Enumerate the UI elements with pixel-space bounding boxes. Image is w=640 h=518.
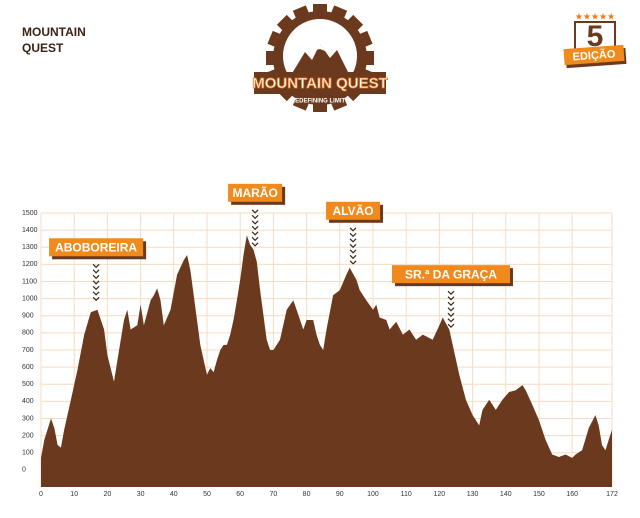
x-tick-label: 140 — [500, 491, 512, 498]
chevron — [349, 232, 357, 238]
chevron — [447, 307, 455, 312]
chevron — [92, 269, 100, 274]
x-tick-label: 172 — [606, 491, 618, 498]
chevron — [349, 243, 357, 249]
svg-text:★★★★★: ★★★★★ — [575, 11, 615, 21]
x-tick-label: 40 — [170, 491, 178, 498]
annotation-label: SR.ª DA GRAÇA — [405, 267, 497, 281]
y-tick-label: 500 — [22, 381, 34, 388]
chevron — [251, 220, 259, 225]
annotation-box — [326, 201, 381, 220]
y-tick-label: 0 — [22, 467, 26, 474]
y-tick-label: 1100 — [22, 278, 37, 285]
y-tick-label: 1200 — [22, 261, 38, 268]
chevron — [92, 291, 100, 296]
chevron — [349, 249, 357, 254]
chevron — [251, 231, 259, 236]
x-tick-label: 130 — [467, 491, 479, 498]
chevron — [92, 263, 100, 269]
x-tick-label: 60 — [236, 491, 244, 498]
annotation-label: MARÃO — [232, 185, 277, 200]
elevation-area — [41, 235, 612, 487]
annotation-pointer — [447, 290, 455, 329]
annotation-box — [49, 238, 144, 257]
annotation-box — [228, 183, 283, 202]
chevron — [349, 238, 357, 243]
x-tick-label: 160 — [566, 491, 578, 498]
chevron — [251, 236, 259, 242]
x-tick-label: 150 — [533, 491, 545, 498]
chevron — [447, 290, 455, 296]
chevron — [92, 296, 100, 302]
annotation-pointer — [92, 263, 100, 302]
logo-name: MOUNTAIN QUEST — [252, 75, 388, 92]
y-tick-label: 1400 — [22, 227, 38, 234]
chevron — [251, 214, 259, 220]
x-tick-label: 100 — [367, 491, 379, 498]
chevron — [349, 254, 357, 260]
badge-number: 5 — [587, 20, 604, 53]
x-tick-label: 50 — [203, 491, 211, 498]
annotation: SR.ª DA GRAÇA — [391, 265, 513, 329]
annotation-box — [391, 265, 510, 284]
chevron — [251, 242, 259, 247]
chevron — [349, 227, 357, 232]
annotation: MARÃO — [228, 183, 286, 247]
chevron — [251, 225, 259, 231]
y-tick-label: 100 — [22, 450, 34, 457]
x-tick-label: 90 — [336, 491, 344, 498]
logo: MOUNTAIN QUEST REDEFINING LIMITS — [252, 4, 388, 112]
y-tick-label: 600 — [22, 364, 34, 371]
y-tick-label: 1500 — [22, 210, 38, 217]
chevron — [92, 285, 100, 291]
chevron — [447, 301, 455, 307]
x-tick-label: 20 — [103, 491, 111, 498]
chart-title: MOUNTAIN QUEST — [22, 25, 86, 55]
y-tick-label: 200 — [22, 432, 34, 439]
chevron — [92, 274, 100, 280]
annotation: ALVÃO — [326, 201, 384, 265]
chevron — [92, 280, 100, 285]
chevron — [447, 312, 455, 318]
x-tick-label: 0 — [39, 491, 43, 498]
annotation-label: ABOBOREIRA — [55, 240, 137, 254]
y-tick-label: 1300 — [22, 244, 38, 251]
y-tick-label: 300 — [22, 415, 34, 422]
annotation-pointer — [349, 227, 357, 265]
badge: ★★★★★ 5 EDIÇÃO — [563, 11, 627, 69]
y-tick-label: 700 — [22, 347, 34, 354]
chevron — [251, 209, 259, 214]
y-tick-label: 400 — [22, 398, 34, 405]
y-tick-label: 900 — [22, 313, 34, 320]
chevron — [349, 260, 357, 265]
x-tick-label: 80 — [303, 491, 311, 498]
annotation: ABOBOREIRA — [49, 238, 147, 302]
badge-label: EDIÇÃO — [572, 47, 616, 63]
x-tick-label: 70 — [269, 491, 277, 498]
x-tick-label: 120 — [434, 491, 446, 498]
chevron — [447, 318, 455, 323]
chevron — [447, 323, 455, 329]
y-tick-label: 800 — [22, 330, 34, 337]
x-tick-label: 110 — [401, 491, 412, 498]
x-tick-label: 10 — [70, 491, 78, 498]
chevron — [447, 296, 455, 301]
annotation-label: ALVÃO — [333, 203, 374, 218]
y-tick-label: 1000 — [22, 295, 38, 302]
logo-tagline: REDEFINING LIMITS — [291, 99, 349, 105]
x-tick-label: 30 — [137, 491, 145, 498]
annotation-pointer — [251, 209, 259, 247]
